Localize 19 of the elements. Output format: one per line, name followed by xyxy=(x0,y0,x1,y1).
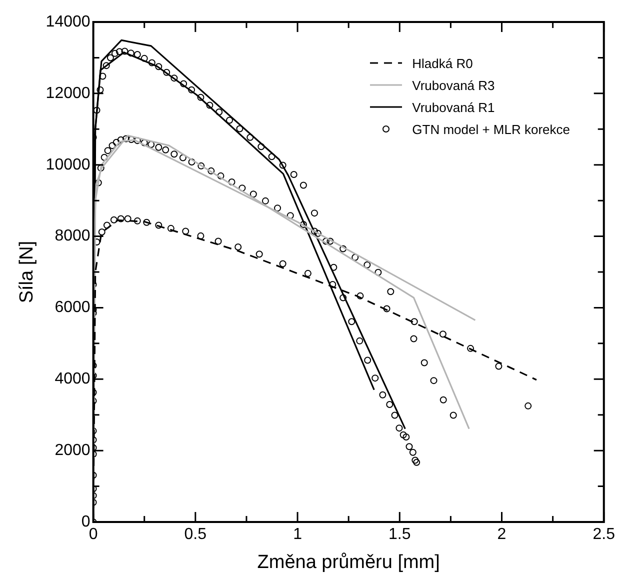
y-tick-label: 10000 xyxy=(46,156,90,174)
x-tick-label: 0.5 xyxy=(184,526,207,544)
y-tick-label: 12000 xyxy=(46,84,90,102)
x-tick-label: 1.5 xyxy=(388,526,411,544)
x-tick-label: 1 xyxy=(293,526,302,544)
y-tick-label: 6000 xyxy=(54,299,90,316)
x-tick-label: 2 xyxy=(497,526,506,544)
y-tick-label: 0 xyxy=(81,513,90,530)
y-axis-title: Síla [N] xyxy=(16,240,38,304)
y-tick-label: 8000 xyxy=(54,228,90,245)
legend-label: Vrubovaná R1 xyxy=(412,100,495,114)
legend-label: Vrubovaná R3 xyxy=(412,78,495,92)
legend-label: Hladká R0 xyxy=(412,56,473,70)
y-tick-label: 2000 xyxy=(54,442,90,459)
x-tick-label: 2.5 xyxy=(592,526,616,544)
legend-label: GTN model + MLR korekce xyxy=(412,122,570,136)
y-tick-label: 14000 xyxy=(46,13,90,30)
y-tick-label: 4000 xyxy=(54,370,90,388)
x-axis-title: Změna průměru [mm] xyxy=(257,552,440,573)
